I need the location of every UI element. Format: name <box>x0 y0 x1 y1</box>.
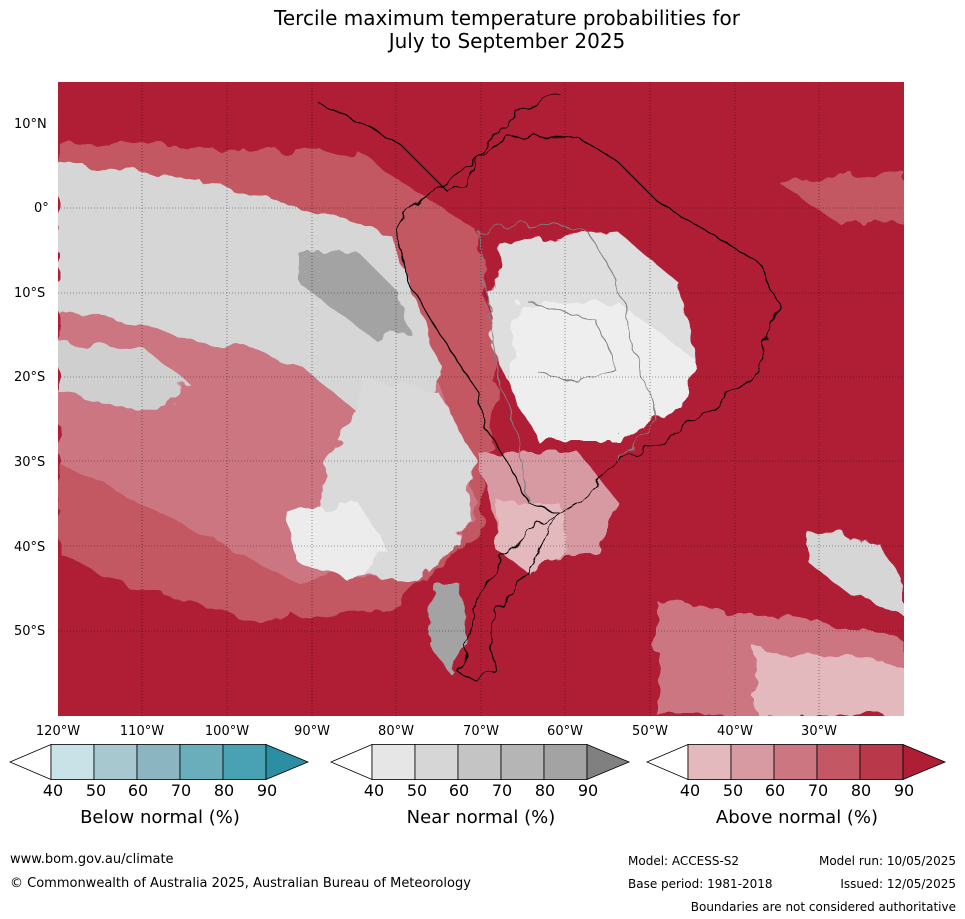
colorbar-segment <box>136 744 181 780</box>
colorbar-below-normal-segments <box>8 743 310 781</box>
near-tick-90: 90 <box>577 781 599 800</box>
colorbar-segment <box>414 744 459 780</box>
colorbar-segment <box>773 744 818 780</box>
colorbar-above-normal-segments <box>645 743 947 781</box>
near-normal-dark-patch <box>298 252 408 342</box>
colorbar-extend-high <box>902 743 947 781</box>
lon-label-50w: 50°W <box>632 724 668 739</box>
near-normal-equatorial-pacific <box>58 162 438 462</box>
lat-label-20s: 20°S <box>14 370 46 385</box>
probability-map-svg <box>58 82 904 716</box>
border-bolivia <box>527 301 619 383</box>
colorbar-extend-low <box>329 743 373 781</box>
footer-model-run: Model run: 10/05/2025 <box>818 854 956 868</box>
above-tick-90: 90 <box>893 781 915 800</box>
colorbar-segment <box>500 744 545 780</box>
map-title-line-1: Tercile maximum temperature probabilitie… <box>274 6 740 30</box>
colorbar-below-normal <box>8 743 311 784</box>
near-normal-interior <box>508 302 698 442</box>
above-40-south-atlantic <box>758 652 904 716</box>
near-normal-white-patches <box>288 502 388 582</box>
central-america-coastline <box>317 91 559 193</box>
colorbar-above-normal <box>645 743 948 784</box>
above-tick-50: 50 <box>722 781 744 800</box>
colorbar-title-below: Below normal (%) <box>80 807 240 828</box>
lat-label-40s: 40°S <box>14 540 46 555</box>
near-normal-west-patch <box>58 342 188 412</box>
above-tick-60: 60 <box>764 781 786 800</box>
probability-map <box>58 82 904 716</box>
below-tick-60: 60 <box>127 781 149 800</box>
colorbar-extend-high <box>586 743 631 781</box>
colorbar-segment <box>687 744 732 780</box>
lon-label-90w: 90°W <box>294 724 330 739</box>
border-andes <box>477 231 529 503</box>
lat-label-10n: 10°N <box>14 117 47 132</box>
colorbar-near-normal-svg <box>329 743 631 781</box>
above-tick-70: 70 <box>807 781 829 800</box>
above-tick-40: 40 <box>679 781 701 800</box>
above-40-argentina <box>498 502 568 572</box>
probability-patches <box>58 142 904 716</box>
near-tick-70: 70 <box>491 781 513 800</box>
lon-label-120w: 120°W <box>35 724 81 739</box>
lat-label-30s: 30°S <box>14 455 46 470</box>
lat-label-10s: 10°S <box>14 286 46 301</box>
colorbar-segment <box>179 744 224 780</box>
colorbar-segment <box>730 744 775 780</box>
colorbar-title-above: Above normal (%) <box>715 807 879 828</box>
footer-copyright: © Commonwealth of Australia 2025, Austra… <box>10 876 471 891</box>
colorbar-segment <box>543 744 588 780</box>
map-title-line-2: July to September 2025 <box>388 29 626 53</box>
graticule <box>58 82 904 716</box>
below-tick-50: 50 <box>85 781 107 800</box>
above-tick-80: 80 <box>850 781 872 800</box>
near-normal-southeast-atlantic <box>808 532 904 612</box>
colorbar-segment <box>222 744 267 780</box>
land-outlines <box>317 91 779 683</box>
lon-label-30w: 30°W <box>801 724 837 739</box>
near-tick-40: 40 <box>363 781 385 800</box>
above-60-atlantic <box>778 172 904 222</box>
south-america-coastline <box>397 136 779 683</box>
footer-disclaimer: Boundaries are not considered authoritat… <box>690 900 956 914</box>
colorbar-segment <box>371 744 416 780</box>
border-brazil <box>477 221 659 463</box>
lon-label-110w: 110°W <box>119 724 165 739</box>
colorbar-segment <box>816 744 861 780</box>
below-tick-90: 90 <box>256 781 278 800</box>
colorbar-segment <box>457 744 502 780</box>
below-tick-40: 40 <box>42 781 64 800</box>
near-normal-patagonia <box>428 582 468 672</box>
footer-base-period: Base period: 1981-2018 <box>628 877 773 891</box>
colorbar-near-normal <box>329 743 632 784</box>
lat-label-50s: 50°S <box>14 624 46 639</box>
footer-website: www.bom.gov.au/climate <box>10 852 174 867</box>
colorbar-extend-low <box>645 743 689 781</box>
colorbar-near-normal-segments <box>329 743 631 781</box>
country-borders <box>477 221 659 503</box>
near-tick-50: 50 <box>406 781 428 800</box>
colorbar-above-normal-svg <box>645 743 947 781</box>
footer-issued: Issued: 12/05/2025 <box>840 877 956 891</box>
below-tick-80: 80 <box>213 781 235 800</box>
near-tick-60: 60 <box>448 781 470 800</box>
lon-label-80w: 80°W <box>378 724 414 739</box>
colorbar-extend-high <box>265 743 310 781</box>
lon-label-70w: 70°W <box>463 724 499 739</box>
colorbar-segment <box>93 744 138 780</box>
lon-label-60w: 60°W <box>547 724 583 739</box>
colorbar-segment <box>50 744 95 780</box>
footer-model: Model: ACCESS-S2 <box>628 854 740 868</box>
lon-label-100w: 100°W <box>204 724 250 739</box>
lon-label-40w: 40°W <box>717 724 753 739</box>
colorbar-segment <box>859 744 904 780</box>
colorbar-below-normal-svg <box>8 743 310 781</box>
colorbar-title-near: Near normal (%) <box>406 807 556 828</box>
colorbar-extend-low <box>8 743 52 781</box>
lat-label-0: 0° <box>34 201 49 216</box>
below-tick-70: 70 <box>170 781 192 800</box>
near-tick-80: 80 <box>534 781 556 800</box>
